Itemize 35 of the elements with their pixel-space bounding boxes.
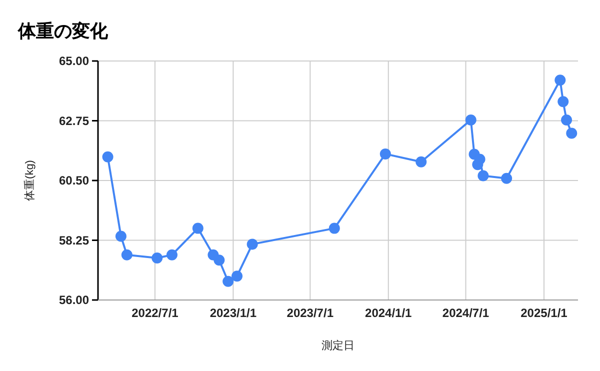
point [554,74,566,86]
point [501,172,512,184]
point [214,254,225,266]
point [465,114,476,126]
x-tick-label: 2025/1/1 [520,306,568,320]
y-tick-label: 60.50 [58,174,90,188]
point [380,148,391,160]
x-tick-label: 2023/7/1 [286,306,334,320]
x-tick-label: 2024/1/1 [365,306,412,320]
point [416,156,427,168]
point [166,249,178,260]
point [232,270,243,282]
y-axis-title: 体重(kg) [23,160,36,201]
x-tick-label: 2024/7/1 [442,306,490,320]
point [246,238,258,250]
y-tick-label: 65.00 [58,54,90,68]
x-tick-label: 2022/7/1 [132,306,179,320]
point [566,128,578,139]
point [115,230,126,242]
y-tick-label: 56.00 [58,293,90,307]
point [474,154,486,165]
point [222,276,234,287]
point [102,151,114,162]
point [478,170,489,182]
y-tick-label: 58.25 [58,233,90,248]
x-axis-title: 測定日 [322,339,354,352]
point [152,252,163,264]
point [121,249,132,260]
x-tick-label: 2023/1/1 [210,306,257,320]
point [558,96,569,108]
chart-title: 体重の変化 [17,21,109,41]
y-tick-label: 62.75 [58,114,90,128]
point [561,114,572,126]
point [192,222,204,234]
point [328,222,340,234]
